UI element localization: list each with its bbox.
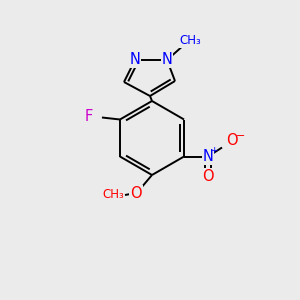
Text: O: O	[202, 169, 214, 184]
Text: F: F	[85, 109, 93, 124]
Text: N: N	[130, 52, 140, 68]
Text: N: N	[162, 52, 172, 68]
Text: O: O	[130, 185, 142, 200]
Text: CH₃: CH₃	[102, 188, 124, 202]
Text: −: −	[236, 131, 245, 142]
Text: +: +	[210, 146, 218, 155]
Text: N: N	[202, 149, 214, 164]
Text: CH₃: CH₃	[179, 34, 201, 47]
Text: O: O	[226, 133, 238, 148]
